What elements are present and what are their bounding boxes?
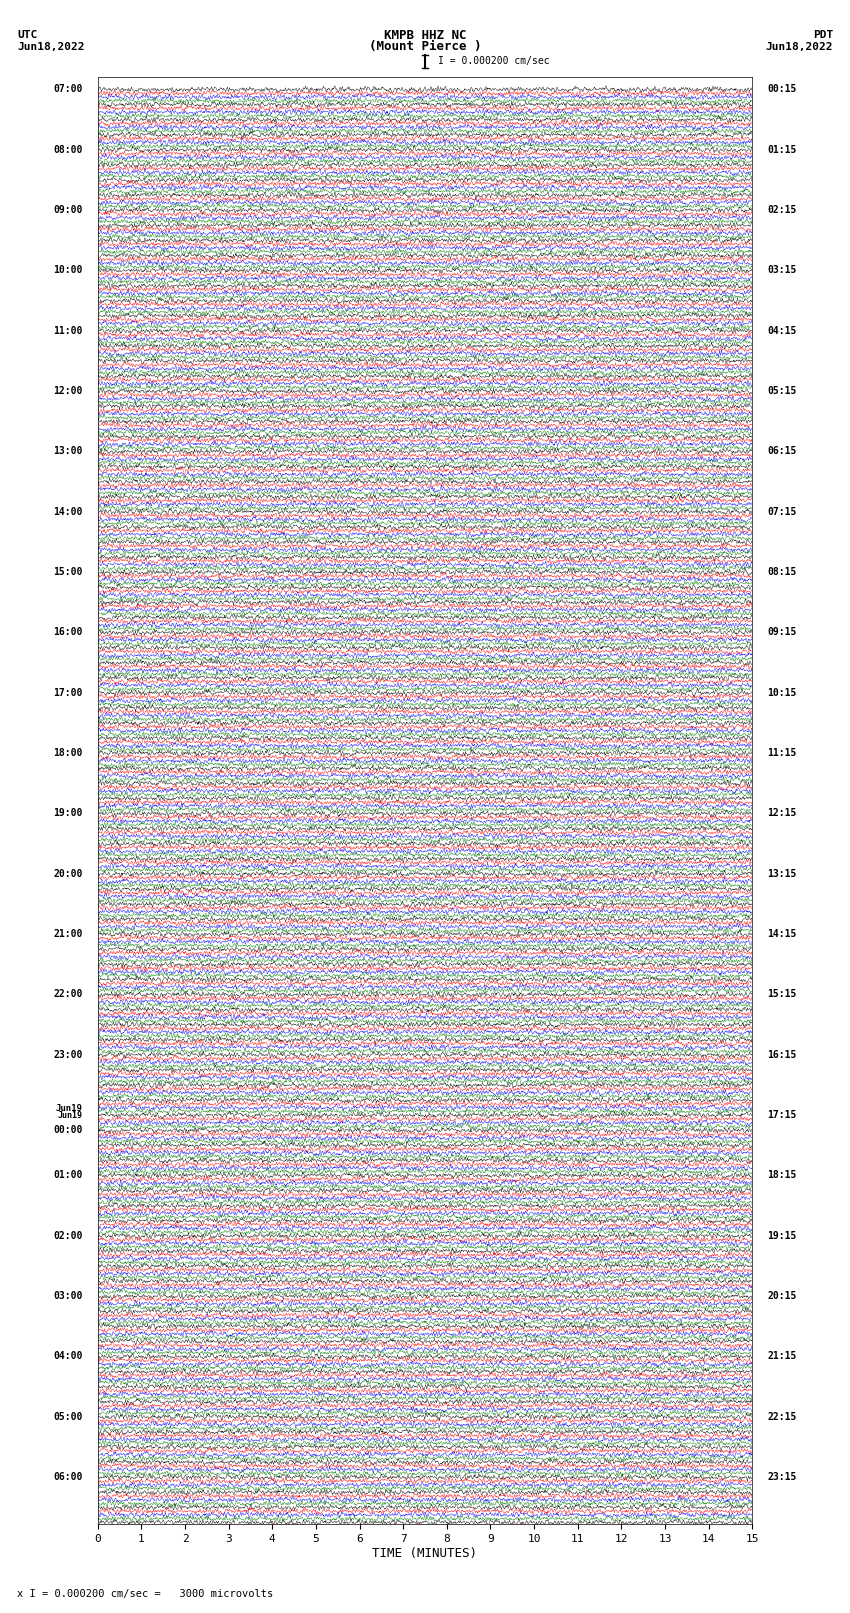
Text: 09:15: 09:15 xyxy=(768,627,797,637)
Text: 02:15: 02:15 xyxy=(768,205,797,215)
Text: 22:00: 22:00 xyxy=(53,989,82,1000)
Text: 14:15: 14:15 xyxy=(768,929,797,939)
Text: Jun19: Jun19 xyxy=(58,1111,82,1119)
Text: 01:00: 01:00 xyxy=(53,1171,82,1181)
Text: Jun19: Jun19 xyxy=(55,1103,82,1113)
Text: 08:15: 08:15 xyxy=(768,568,797,577)
Text: UTC: UTC xyxy=(17,31,37,40)
Text: 10:15: 10:15 xyxy=(768,687,797,698)
Text: 21:00: 21:00 xyxy=(53,929,82,939)
Text: 17:00: 17:00 xyxy=(53,687,82,698)
Text: 16:15: 16:15 xyxy=(768,1050,797,1060)
Text: 06:15: 06:15 xyxy=(768,447,797,456)
Text: 20:15: 20:15 xyxy=(768,1290,797,1302)
Text: 20:00: 20:00 xyxy=(53,869,82,879)
Text: 13:00: 13:00 xyxy=(53,447,82,456)
Text: 00:15: 00:15 xyxy=(768,84,797,95)
Text: I = 0.000200 cm/sec: I = 0.000200 cm/sec xyxy=(438,56,549,66)
Text: Jun18,2022: Jun18,2022 xyxy=(766,42,833,52)
Text: KMPB HHZ NC: KMPB HHZ NC xyxy=(383,29,467,42)
Text: 00:00: 00:00 xyxy=(53,1126,82,1136)
Text: 11:15: 11:15 xyxy=(768,748,797,758)
Text: 12:00: 12:00 xyxy=(53,386,82,397)
Text: 06:00: 06:00 xyxy=(53,1473,82,1482)
X-axis label: TIME (MINUTES): TIME (MINUTES) xyxy=(372,1547,478,1560)
Text: 05:00: 05:00 xyxy=(53,1411,82,1421)
Text: 07:15: 07:15 xyxy=(768,506,797,516)
Text: 03:15: 03:15 xyxy=(768,266,797,276)
Text: 22:15: 22:15 xyxy=(768,1411,797,1421)
Text: 15:15: 15:15 xyxy=(768,989,797,1000)
Text: 23:15: 23:15 xyxy=(768,1473,797,1482)
Text: x I = 0.000200 cm/sec =   3000 microvolts: x I = 0.000200 cm/sec = 3000 microvolts xyxy=(17,1589,273,1598)
Text: 19:00: 19:00 xyxy=(53,808,82,818)
Text: 04:00: 04:00 xyxy=(53,1352,82,1361)
Text: 18:15: 18:15 xyxy=(768,1171,797,1181)
Text: 05:15: 05:15 xyxy=(768,386,797,397)
Text: 21:15: 21:15 xyxy=(768,1352,797,1361)
Text: 17:15: 17:15 xyxy=(768,1110,797,1119)
Text: 10:00: 10:00 xyxy=(53,266,82,276)
Text: 18:00: 18:00 xyxy=(53,748,82,758)
Text: 07:00: 07:00 xyxy=(53,84,82,95)
Text: PDT: PDT xyxy=(813,31,833,40)
Text: 23:00: 23:00 xyxy=(53,1050,82,1060)
Text: 11:00: 11:00 xyxy=(53,326,82,336)
Text: 12:15: 12:15 xyxy=(768,808,797,818)
Text: 19:15: 19:15 xyxy=(768,1231,797,1240)
Text: 16:00: 16:00 xyxy=(53,627,82,637)
Text: (Mount Pierce ): (Mount Pierce ) xyxy=(369,40,481,53)
Text: Jun18,2022: Jun18,2022 xyxy=(17,42,84,52)
Text: 15:00: 15:00 xyxy=(53,568,82,577)
Text: 02:00: 02:00 xyxy=(53,1231,82,1240)
Text: 08:00: 08:00 xyxy=(53,145,82,155)
Text: 03:00: 03:00 xyxy=(53,1290,82,1302)
Text: 14:00: 14:00 xyxy=(53,506,82,516)
Text: 13:15: 13:15 xyxy=(768,869,797,879)
Text: 04:15: 04:15 xyxy=(768,326,797,336)
Text: 09:00: 09:00 xyxy=(53,205,82,215)
Text: 01:15: 01:15 xyxy=(768,145,797,155)
